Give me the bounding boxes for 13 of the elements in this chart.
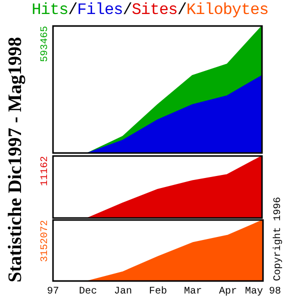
text: 11162 <box>40 156 50 186</box>
x-tick-label: Jan <box>114 286 132 298</box>
x-tick-label: Feb <box>148 286 168 298</box>
text: Copyright 1996 <box>272 196 284 281</box>
x-tick-label: Apr <box>218 286 238 298</box>
text: 593465 <box>40 26 50 62</box>
chart-subtitle: Hits/Files/Sites/Kilobytes <box>30 1 270 19</box>
x-tick-label: May 98 <box>244 286 282 298</box>
x-tick-label: Dec <box>78 286 98 298</box>
x-tick-label: 97 <box>46 286 60 298</box>
text: 3152072 <box>40 220 50 262</box>
x-tick-label: Mar <box>184 286 202 298</box>
text: Statistiche Dic1997 - Mag1998 <box>5 37 27 283</box>
